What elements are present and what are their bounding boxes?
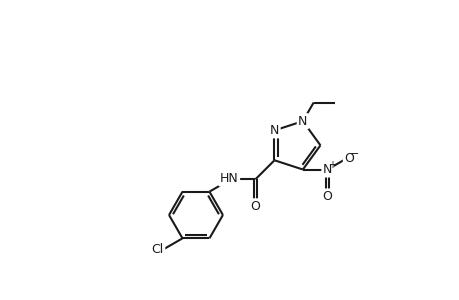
Text: O: O <box>322 190 332 203</box>
Text: O: O <box>250 200 260 213</box>
Text: Cl: Cl <box>151 243 163 256</box>
Text: +: + <box>327 160 336 170</box>
Text: N: N <box>297 115 307 128</box>
Text: HN: HN <box>219 172 238 185</box>
Text: N: N <box>269 124 279 137</box>
Text: N: N <box>322 163 331 176</box>
Text: O: O <box>344 152 353 165</box>
Text: −: − <box>349 149 358 159</box>
